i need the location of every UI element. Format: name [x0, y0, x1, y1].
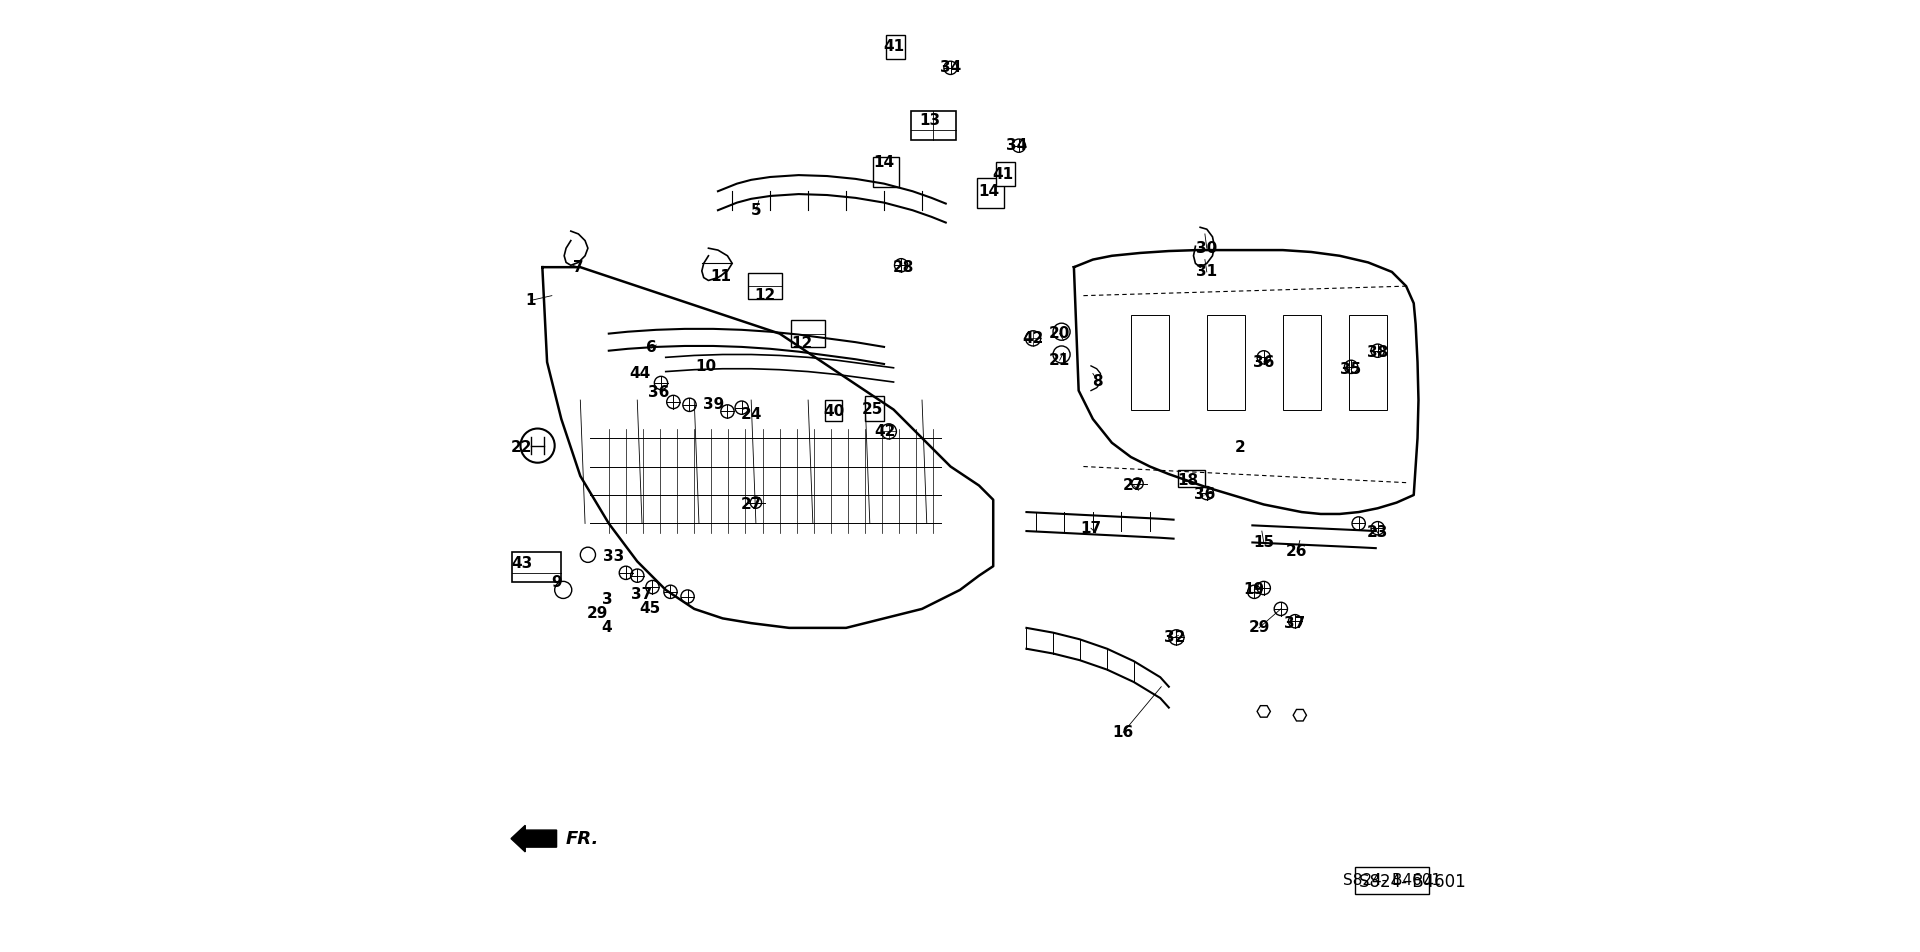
- Text: 22: 22: [511, 440, 532, 455]
- FancyBboxPatch shape: [996, 162, 1016, 187]
- Text: 2: 2: [1235, 440, 1246, 455]
- Text: 10: 10: [695, 359, 716, 374]
- Text: 16: 16: [1114, 724, 1135, 740]
- FancyBboxPatch shape: [749, 273, 783, 300]
- FancyBboxPatch shape: [1350, 314, 1386, 409]
- FancyBboxPatch shape: [1208, 314, 1244, 409]
- Text: 43: 43: [511, 556, 532, 571]
- Circle shape: [1131, 478, 1142, 489]
- Circle shape: [1052, 346, 1069, 363]
- Polygon shape: [1258, 705, 1271, 717]
- Text: 29: 29: [588, 606, 609, 621]
- Text: 4: 4: [601, 621, 612, 635]
- Circle shape: [555, 582, 572, 599]
- Text: 11: 11: [710, 269, 732, 284]
- Text: S824- B4601: S824- B4601: [1342, 873, 1440, 888]
- Text: FR.: FR.: [566, 829, 599, 847]
- FancyArrow shape: [511, 825, 557, 852]
- FancyBboxPatch shape: [885, 34, 904, 59]
- Text: 36: 36: [1254, 354, 1275, 369]
- Text: 28: 28: [893, 260, 914, 275]
- Polygon shape: [1294, 709, 1306, 721]
- Text: 19: 19: [1244, 583, 1265, 598]
- Text: 24: 24: [741, 407, 762, 422]
- Text: 27: 27: [1123, 478, 1144, 493]
- Circle shape: [580, 547, 595, 563]
- Text: 23: 23: [1367, 526, 1388, 541]
- Circle shape: [881, 424, 897, 439]
- Text: 27: 27: [741, 497, 762, 512]
- Text: 39: 39: [703, 397, 724, 412]
- Text: 9: 9: [551, 575, 563, 590]
- Text: 15: 15: [1254, 535, 1275, 550]
- FancyBboxPatch shape: [910, 111, 956, 140]
- Text: 36: 36: [649, 385, 670, 400]
- FancyBboxPatch shape: [826, 400, 843, 421]
- Text: 42: 42: [874, 424, 897, 439]
- FancyBboxPatch shape: [1179, 470, 1206, 487]
- Text: 17: 17: [1081, 521, 1102, 536]
- Text: 12: 12: [791, 336, 812, 350]
- Text: 32: 32: [1164, 630, 1185, 645]
- Text: 18: 18: [1177, 473, 1198, 488]
- Text: 34: 34: [941, 60, 962, 75]
- Text: 12: 12: [755, 288, 776, 303]
- Text: 41: 41: [883, 39, 904, 54]
- FancyBboxPatch shape: [1131, 314, 1169, 409]
- Text: 31: 31: [1196, 265, 1217, 280]
- Text: 30: 30: [1196, 241, 1217, 256]
- Circle shape: [520, 428, 555, 463]
- FancyBboxPatch shape: [791, 320, 826, 347]
- Text: 7: 7: [572, 260, 584, 275]
- Text: 13: 13: [920, 112, 941, 128]
- Text: 29: 29: [1248, 621, 1269, 635]
- Circle shape: [1025, 330, 1041, 346]
- Text: 5: 5: [751, 203, 760, 218]
- Text: 36: 36: [1194, 487, 1215, 503]
- FancyBboxPatch shape: [1356, 867, 1428, 894]
- Text: 26: 26: [1286, 545, 1308, 560]
- Text: 14: 14: [977, 184, 998, 199]
- Text: 35: 35: [1340, 362, 1361, 377]
- Text: 1: 1: [526, 293, 536, 307]
- Text: 21: 21: [1048, 352, 1069, 367]
- Text: 42: 42: [1023, 331, 1044, 346]
- Text: 41: 41: [993, 167, 1014, 182]
- Text: 38: 38: [1367, 346, 1388, 360]
- Text: 44: 44: [630, 366, 651, 381]
- FancyBboxPatch shape: [977, 178, 1004, 208]
- Text: 8: 8: [1092, 373, 1102, 388]
- Text: 40: 40: [824, 404, 845, 419]
- Text: 45: 45: [639, 602, 660, 616]
- Text: 33: 33: [603, 549, 624, 565]
- Text: S824- B4601: S824- B4601: [1359, 873, 1465, 891]
- Text: 25: 25: [862, 402, 883, 417]
- Text: 37: 37: [1284, 616, 1306, 630]
- FancyBboxPatch shape: [513, 552, 561, 583]
- Text: 3: 3: [601, 592, 612, 606]
- Text: 20: 20: [1048, 327, 1069, 341]
- FancyBboxPatch shape: [874, 157, 899, 188]
- FancyBboxPatch shape: [866, 396, 883, 421]
- FancyBboxPatch shape: [1283, 314, 1321, 409]
- Text: 37: 37: [632, 587, 653, 603]
- Text: 14: 14: [874, 155, 895, 170]
- Circle shape: [751, 497, 762, 508]
- Circle shape: [1052, 323, 1069, 340]
- Text: 6: 6: [647, 341, 657, 355]
- Text: 34: 34: [1006, 138, 1027, 153]
